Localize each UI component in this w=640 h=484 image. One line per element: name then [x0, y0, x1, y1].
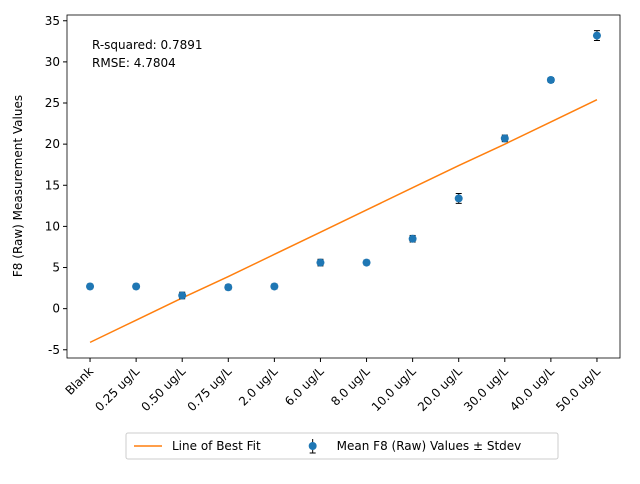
x-tick-label: 20.0 ug/L: [415, 364, 465, 414]
annotation: RMSE: 4.7804: [92, 56, 176, 70]
fit-line: [89, 99, 598, 344]
data-point: [316, 258, 325, 267]
data-point: [500, 134, 509, 143]
y-tick-label: 30: [45, 55, 60, 69]
x-tick-label: 50.0 ug/L: [553, 364, 603, 414]
y-tick-label: 15: [45, 178, 60, 192]
data-point: [178, 291, 187, 300]
x-tick-label: 0.75 ug/L: [185, 364, 235, 414]
data-point: [362, 258, 371, 267]
data-point: [546, 75, 555, 84]
x-tick-label: 30.0 ug/L: [461, 364, 511, 414]
x-tick-label: 2.0 ug/L: [236, 364, 281, 409]
legend-label: Mean F8 (Raw) Values ± Stdev: [337, 439, 522, 453]
x-tick-label: 0.50 ug/L: [138, 364, 188, 414]
legend-label: Line of Best Fit: [172, 439, 261, 453]
x-tick-label: 8.0 ug/L: [328, 364, 373, 409]
legend-box: [125, 432, 559, 460]
data-point: [224, 283, 233, 292]
x-tick-label: 6.0 ug/L: [282, 364, 327, 409]
y-tick-label: 10: [45, 219, 60, 233]
legend-swatch: [308, 442, 317, 450]
data-point: [592, 31, 601, 40]
data-point: [132, 282, 141, 291]
y-tick-label: 35: [45, 14, 60, 28]
plot-frame: [66, 14, 621, 359]
x-tick-label: 0.25 ug/L: [92, 364, 142, 414]
y-tick-label: 20: [45, 137, 60, 151]
data-point: [408, 234, 417, 243]
data-point: [270, 282, 279, 291]
annotation: R-squared: 0.7891: [92, 38, 203, 52]
y-tick-label: -5: [48, 343, 60, 357]
data-point: [454, 194, 463, 203]
y-axis-label: F8 (Raw) Measurement Values: [11, 95, 25, 277]
y-tick-label: 25: [45, 96, 60, 110]
x-tick-label: 40.0 ug/L: [507, 364, 557, 414]
x-tick-label: Blank: [63, 364, 97, 398]
x-tick-label: 10.0 ug/L: [369, 364, 419, 414]
y-tick-label: 0: [52, 302, 60, 316]
y-tick-label: 5: [52, 261, 60, 275]
data-point: [86, 282, 95, 291]
